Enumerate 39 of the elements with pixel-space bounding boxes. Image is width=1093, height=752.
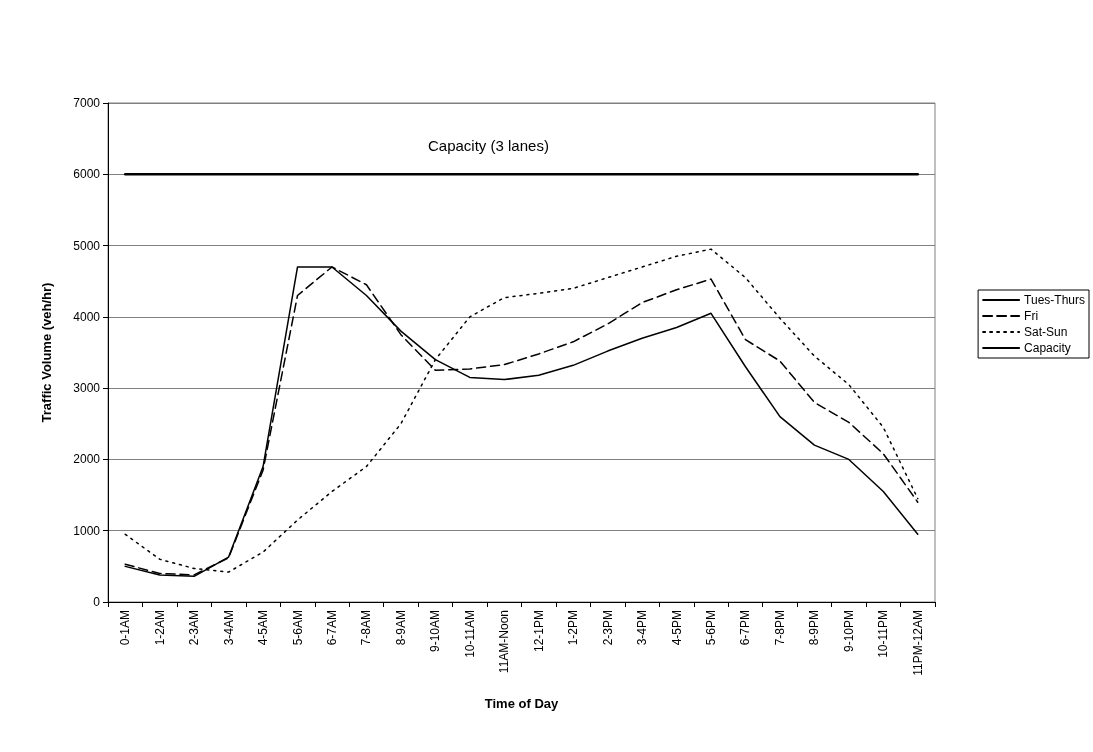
y-tick-label: 5000 [73, 238, 101, 253]
y-tick-label: 1000 [73, 523, 101, 538]
x-tick-label: 0-1AM [118, 610, 133, 646]
y-tick-label: 2000 [73, 452, 101, 467]
x-tick-label: 11PM-12AM [910, 610, 925, 676]
x-tick-label: 6-7AM [324, 610, 339, 646]
y-tick-label: 3000 [73, 381, 101, 396]
x-tick-label: 8-9PM [807, 610, 822, 646]
y-tick-label: 6000 [73, 167, 101, 182]
x-tick-label: 5-6PM [704, 610, 719, 646]
x-tick-label: 1-2AM [152, 610, 167, 646]
x-tick-label: 10-11PM [876, 610, 891, 658]
x-tick-label: 9-10PM [841, 610, 856, 653]
x-tick-label: 4-5PM [669, 610, 684, 646]
x-tick-label: 7-8PM [772, 610, 787, 646]
x-axis-title: Time of Day [484, 696, 559, 711]
y-axis-title: Traffic Volume (veh/hr) [39, 282, 54, 423]
x-tick-label: 10-11AM [462, 610, 477, 658]
x-tick-label: 12-1PM [531, 610, 546, 653]
x-tick-label: 9-10AM [428, 610, 443, 653]
x-tick-label: 6-7PM [738, 610, 753, 646]
x-tick-label: 2-3PM [600, 610, 615, 646]
x-tick-label: 4-5AM [256, 610, 271, 646]
x-tick-label: 2-3AM [187, 610, 202, 646]
x-tick-label: 5-6AM [290, 610, 305, 646]
y-tick-label: 4000 [73, 309, 101, 324]
legend-label: Fri [1024, 309, 1039, 323]
x-tick-label: 7-8AM [359, 610, 374, 646]
legend-label: Sat-Sun [1024, 325, 1068, 339]
x-tick-label: 8-9AM [393, 610, 408, 646]
x-tick-label: 1-2PM [566, 610, 581, 646]
legend-label: Capacity [1024, 341, 1071, 355]
y-tick-label: 0 [93, 595, 101, 609]
y-tick-label: 7000 [73, 96, 101, 110]
x-tick-label: 3-4PM [635, 610, 650, 646]
x-tick-label: 11AM-Noon [497, 610, 512, 674]
x-tick-label: 3-4AM [221, 610, 236, 646]
legend-label: Tues-Thurs [1024, 293, 1085, 307]
annotation: Capacity (3 lanes) [428, 137, 549, 154]
